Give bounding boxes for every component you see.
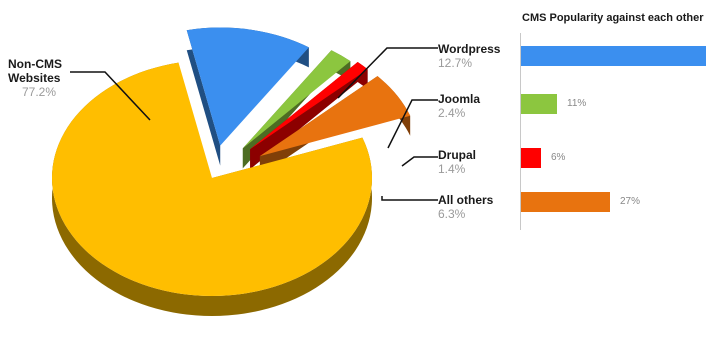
- pie-leader-line-0: [70, 71, 151, 121]
- pie-slice-4: [259, 76, 411, 157]
- pie-label-percent: 1.4%: [438, 162, 466, 176]
- pie-leader-line-4: [381, 196, 438, 201]
- pie-label-name: All others: [438, 193, 494, 207]
- bar-joomla: [521, 94, 557, 114]
- pie-label-0: Non-CMS Websites 77.2%: [8, 57, 62, 99]
- pie-label-percent: 2.4%: [438, 106, 466, 120]
- bar-value-label: 11%: [567, 98, 587, 109]
- pie-leader-line-3: [401, 156, 438, 167]
- bar-all-others: [521, 192, 610, 212]
- pie-label-3: Drupal 1.4%: [438, 148, 476, 176]
- bar-value-label: 27%: [620, 196, 641, 207]
- pie-label-percent: 12.7%: [438, 56, 473, 70]
- pie-slice-0: [52, 62, 373, 297]
- bar-value-label: 6%: [551, 152, 566, 163]
- pie-slice-2: [242, 50, 351, 149]
- bar-wordpress: [521, 46, 706, 66]
- pie-label-name: Websites: [8, 71, 61, 85]
- pie-label-name: Drupal: [438, 148, 477, 162]
- bar-drupal: [521, 148, 541, 168]
- pie-slice-1: [186, 27, 309, 146]
- bar-chart: CMS Popularity against each other 511%6%…: [520, 0, 715, 343]
- pie-label-name: Non-CMS: [8, 57, 62, 71]
- pie-leader-line-1: [337, 47, 438, 99]
- pie-label-name: Wordpress: [438, 42, 501, 56]
- pie-leader-line-2: [387, 99, 438, 149]
- pie-label-4: All others 6.3%: [438, 193, 493, 221]
- pie-label-1: Wordpress 12.7%: [438, 42, 500, 70]
- pie-label-2: Joomla 2.4%: [438, 92, 480, 120]
- bar-chart-axis-line: [520, 33, 521, 230]
- pie-label-name: Joomla: [438, 92, 481, 106]
- pie-slice-3: [250, 61, 368, 150]
- bar-chart-title: CMS Popularity against each other: [522, 12, 704, 24]
- pie-chart: [51, 27, 438, 317]
- pie-label-percent: 77.2%: [22, 85, 57, 99]
- pie-label-percent: 6.3%: [438, 207, 466, 221]
